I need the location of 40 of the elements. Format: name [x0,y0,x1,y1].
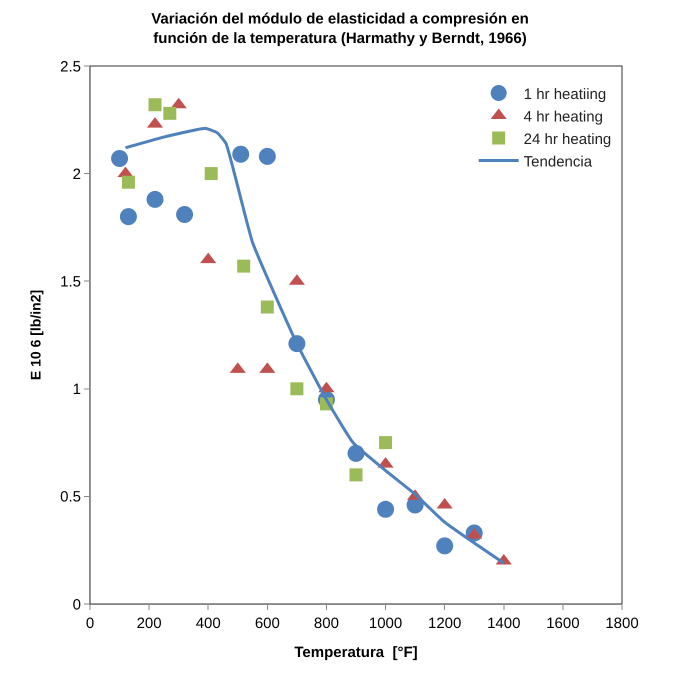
point [111,150,128,168]
point [232,146,250,163]
chart-title: Variación del módulo de elasticidad a compresión en función de la temperatura (Harmathy y Berndt, 1966) [151,10,529,48]
point [120,208,137,226]
legend-label: 1 hr heatiing [524,86,606,103]
y-tick-label: 0 [72,596,81,614]
x-tick-label: 1000 [368,615,402,632]
x-tick-label: 400 [196,615,221,632]
y-tick-label: 2.5 [60,58,81,76]
x-tick-label: 1400 [487,615,520,632]
legend-label: 4 hr heating [524,108,603,126]
point [176,206,194,223]
x-tick-label: 600 [254,615,280,632]
point [258,148,276,165]
point [350,468,362,482]
point [290,382,304,396]
point [379,436,392,450]
y-tick-label: 0.5 [60,488,81,506]
point [146,190,164,208]
legend-label: 24 hr heating [524,130,612,148]
point [204,167,218,180]
x-tick-label: 1800 [605,615,639,632]
point [260,300,274,314]
y-tick-label: 1.5 [60,273,81,290]
y-axis-title: E 10 6 [lb/in2] [28,290,44,380]
point [122,176,135,189]
y-tick-label: 1 [72,381,81,398]
point [377,500,394,518]
point [148,98,162,112]
point [163,106,176,120]
x-tick-label: 0 [86,615,94,632]
x-tick-label: 1600 [546,615,580,632]
x-tick-label: 200 [136,615,162,632]
x-axis-title: Temperatura [°F] [294,644,418,661]
point [436,537,454,554]
x-tick-label: 800 [314,615,339,632]
legend-label: Tendencia [524,153,593,170]
y-tick-label: 2 [72,166,81,183]
point [237,260,250,273]
x-tick-label: 1200 [428,615,462,632]
